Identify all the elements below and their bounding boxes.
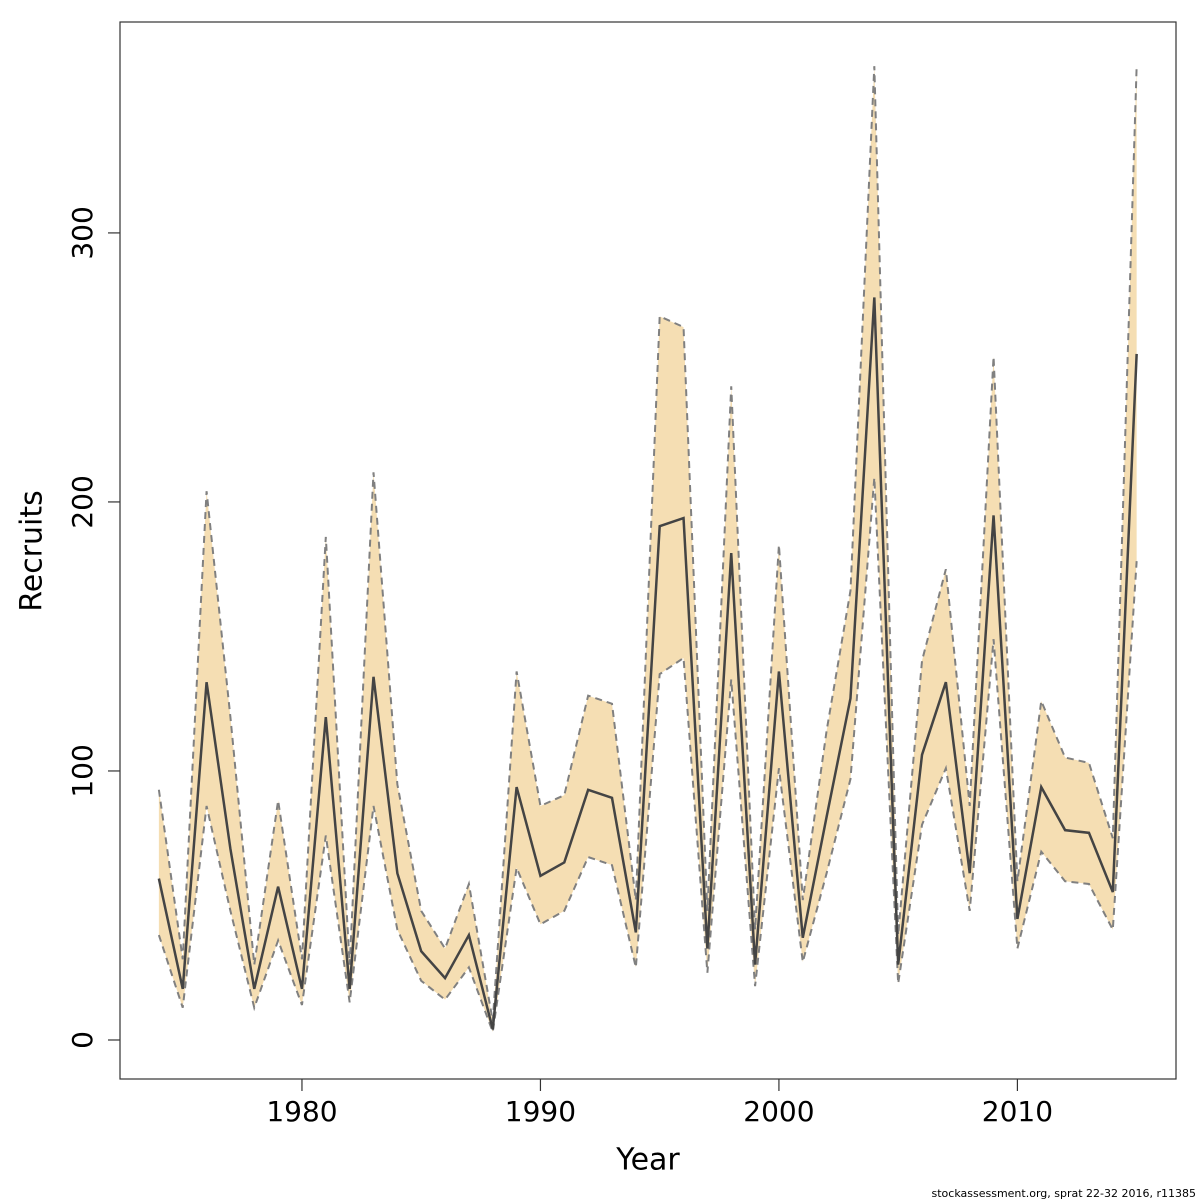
band-lower (157, 477, 1138, 1033)
y-tick-label: 200 (66, 475, 99, 528)
plot-frame (119, 21, 1177, 1080)
y-axis-title: Recruits (15, 490, 50, 612)
x-tick-label: 1980 (266, 1095, 337, 1128)
footer: stockassessment.org, sprat 22-32 2016, r… (932, 1187, 1196, 1200)
x-tick-label: 2010 (982, 1095, 1053, 1128)
x-tick-label: 1990 (505, 1095, 576, 1128)
x-axis-title: Year (615, 1143, 680, 1178)
estimate-line (157, 297, 1138, 1030)
x-tick-label: 2000 (743, 1095, 814, 1128)
y-tick-label: 0 (66, 1031, 99, 1049)
y-tick-label: 100 (66, 744, 99, 797)
y-tick-label: 300 (66, 206, 99, 259)
band-upper (157, 66, 1138, 1022)
